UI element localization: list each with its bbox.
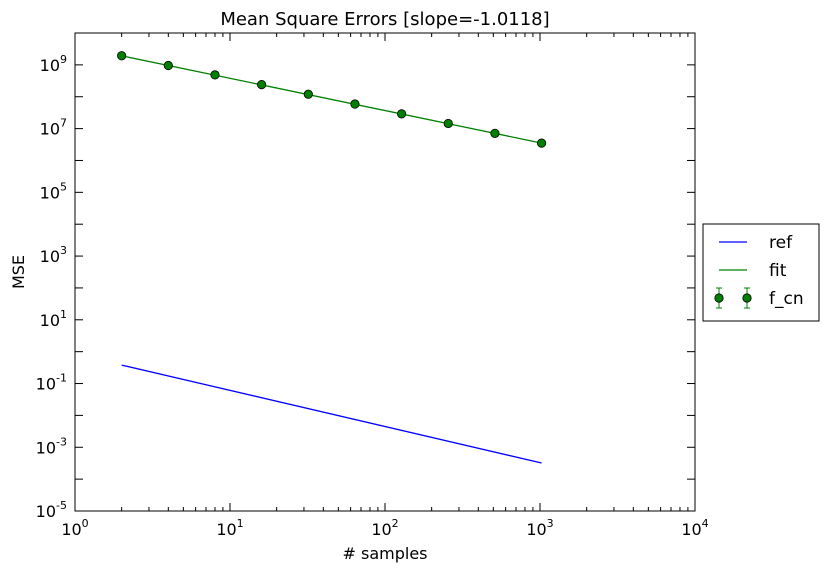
y-tick-label-exponent: -1 xyxy=(56,372,67,385)
y-tick-label-base: 10 xyxy=(40,183,60,202)
legend-marker xyxy=(714,293,724,303)
data-point-f_cn xyxy=(490,128,500,138)
x-tick-label-base: 10 xyxy=(681,520,701,539)
x-axis-ticks: 100 101 102 103 104 xyxy=(61,33,709,539)
x-tick-label: 100 xyxy=(61,517,88,539)
x-axis-label: # samples xyxy=(343,544,428,563)
data-point-f_cn xyxy=(257,80,267,90)
y-tick-label-base: 10 xyxy=(36,438,56,457)
x-tick-label-exponent: 3 xyxy=(547,517,554,530)
legend-entry-fit: fit xyxy=(719,261,787,281)
y-tick-label: 105 xyxy=(40,180,67,202)
series-line-fit xyxy=(121,55,542,144)
x-tick-label-exponent: 4 xyxy=(702,517,709,530)
data-point-f_cn xyxy=(443,118,453,129)
x-tick-label-base: 10 xyxy=(216,520,236,539)
data-point-f_cn xyxy=(397,109,407,119)
legend-entry-ref: ref xyxy=(719,233,793,253)
y-tick-label: 10-5 xyxy=(36,499,67,521)
y-tick-label-base: 10 xyxy=(36,375,56,394)
y-tick-label-exponent: 1 xyxy=(60,308,67,321)
legend-label: ref xyxy=(769,233,793,253)
x-tick-label-exponent: 1 xyxy=(237,517,244,530)
y-axis-label: MSE xyxy=(9,255,28,289)
x-tick-label-base: 10 xyxy=(371,520,391,539)
y-tick-label-exponent: 9 xyxy=(60,53,67,66)
data-point-f_cn xyxy=(210,70,220,80)
x-tick-label-exponent: 0 xyxy=(82,517,89,530)
y-tick-label-base: 10 xyxy=(40,120,60,139)
y-tick-label: 10-1 xyxy=(36,372,67,394)
y-tick-label: 101 xyxy=(40,308,67,330)
series-line-ref xyxy=(121,364,542,464)
x-tick-label: 103 xyxy=(526,517,553,539)
plot-series xyxy=(117,51,547,464)
y-tick-label-base: 10 xyxy=(40,247,60,266)
legend-label: f_cn xyxy=(769,289,804,309)
y-tick-label-base: 10 xyxy=(36,502,56,521)
y-tick-label-exponent: 7 xyxy=(60,117,67,130)
y-tick-label: 103 xyxy=(40,244,67,266)
x-tick-label-base: 10 xyxy=(61,520,81,539)
x-tick-label-base: 10 xyxy=(526,520,546,539)
legend-marker xyxy=(742,293,752,303)
data-point-f_cn xyxy=(303,89,313,99)
y-tick-label-base: 10 xyxy=(40,311,60,330)
y-tick-label: 107 xyxy=(40,117,67,139)
legend-entry-f_cn: f_cn xyxy=(714,287,804,309)
data-point-f_cn xyxy=(117,51,127,61)
y-tick-label-exponent: 3 xyxy=(60,244,67,257)
y-tick-label: 10-3 xyxy=(36,435,67,457)
y-tick-label-base: 10 xyxy=(40,56,60,75)
legend-box xyxy=(702,223,820,322)
y-tick-label-exponent: 5 xyxy=(60,180,67,193)
data-point-f_cn xyxy=(536,138,547,148)
legend-label: fit xyxy=(769,261,787,281)
y-tick-label-exponent: -5 xyxy=(56,499,67,512)
x-tick-label: 104 xyxy=(681,517,708,539)
x-tick-label: 101 xyxy=(216,517,243,539)
x-tick-label: 102 xyxy=(371,517,398,539)
plot-frame xyxy=(74,32,696,512)
chart-title: Mean Square Errors [slope=-1.0118] xyxy=(220,9,549,30)
y-tick-label-exponent: -3 xyxy=(56,435,67,448)
y-tick-label: 109 xyxy=(40,53,67,75)
data-point-f_cn xyxy=(350,99,360,109)
x-tick-label-exponent: 2 xyxy=(392,517,399,530)
data-point-f_cn xyxy=(163,60,173,71)
legend: ref fit f_cn xyxy=(702,223,820,322)
